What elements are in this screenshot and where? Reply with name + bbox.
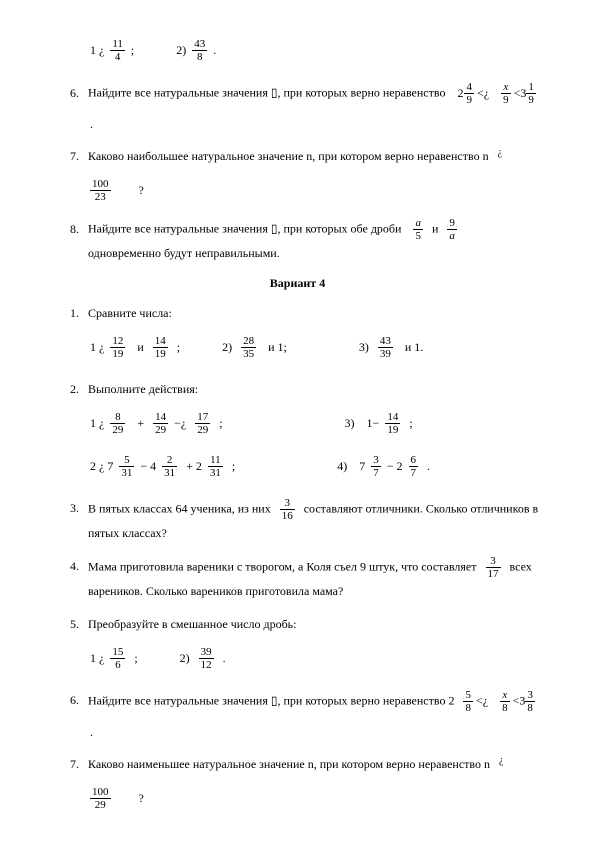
- mixed-2-4-9: 249: [457, 81, 474, 106]
- frac-9-a: 9a: [447, 217, 457, 242]
- v4-question-7: 7. Каково наименьшее натуральное значени…: [70, 751, 545, 776]
- question-6: 6. Найдите все натуральные значения ▯, п…: [70, 81, 545, 106]
- question-7: 7. Каково наибольшее натуральное значени…: [70, 143, 545, 168]
- frac-43-8: 438: [192, 38, 207, 63]
- v4-question-2: 2. Выполните действия:: [70, 378, 545, 401]
- v4-question-3: 3. В пятых классах 64 ученика, из них 31…: [70, 497, 545, 545]
- frac-a-5: a5: [413, 217, 423, 242]
- top-fraction-row: 1 ¿ 114 ; 2) 438 .: [90, 38, 545, 63]
- frac-11-4: 114: [110, 38, 125, 63]
- q7-frac-line: 10023 ?: [90, 178, 545, 203]
- frac-100-29: 10029: [90, 786, 111, 811]
- v4-q5-row: 1 ¿ 156 ; 2) 3912 .: [90, 646, 545, 671]
- v4-question-4: 4. Мама приготовила вареники с творогом,…: [70, 555, 545, 603]
- v4-q2-row1: 1 ¿ 829 + 1429 −¿ 1729 ; 3) 1− 1419 ;: [90, 411, 545, 436]
- label-2: 2): [176, 42, 186, 59]
- question-8: 8. Найдите все натуральные значения ▯, п…: [70, 217, 545, 265]
- v4-question-1: 1. Сравните числа:: [70, 302, 545, 325]
- v4-question-6: 6. Найдите все натуральные значения ▯, п…: [70, 689, 545, 714]
- v4-question-5: 5. Преобразуйте в смешанное число дробь:: [70, 613, 545, 636]
- label-1: 1 ¿: [90, 42, 104, 59]
- v4-q1-row: 1 ¿ 1219 и 1419 ; 2) 2835 и 1; 3) 4339 и…: [90, 335, 545, 360]
- frac-1-9: 19: [526, 81, 536, 106]
- v4-q7-frac-line: 10029 ?: [90, 786, 545, 811]
- v4-q2-row2: 2 ¿ 7 531 − 4 231 + 2 1131 ; 4) 7 37 − 2…: [90, 454, 545, 479]
- frac-100-23: 10023: [90, 178, 111, 203]
- frac-x-9: x9: [501, 81, 511, 106]
- variant-4-title: Вариант 4: [50, 275, 545, 292]
